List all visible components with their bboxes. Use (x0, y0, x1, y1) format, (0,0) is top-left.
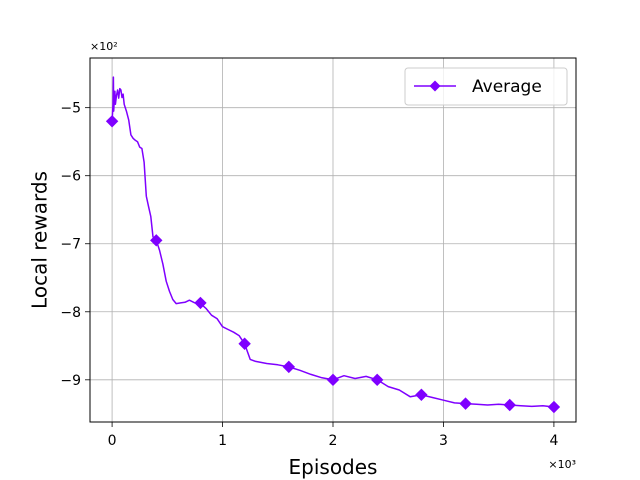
average-series-line (111, 76, 554, 408)
average-diamond-marker (547, 400, 561, 414)
y-tick-label: −7 (60, 237, 81, 253)
legend: Average (404, 67, 568, 106)
legend-diamond-icon (429, 80, 441, 92)
y-tick-label: −8 (60, 305, 81, 321)
legend-label: Average (472, 77, 542, 97)
average-diamond-marker (459, 397, 472, 410)
average-diamond-marker (503, 398, 516, 412)
average-diamond-marker (370, 373, 384, 387)
y-tick-label: −9 (60, 373, 81, 389)
x-axis-title: Episodes (289, 455, 378, 479)
average-diamond-marker (282, 360, 296, 374)
average-diamond-marker (326, 373, 340, 387)
y-tick-label: −5 (60, 101, 81, 117)
average-diamond-marker (194, 296, 207, 310)
average-diamond-marker (150, 234, 163, 247)
plot-area (105, 76, 561, 414)
x-tick-label: 1 (218, 433, 227, 449)
x-tick-label: 4 (549, 433, 558, 449)
x-tick-label: 3 (439, 433, 448, 449)
average-diamond-marker (238, 337, 251, 350)
x-offset-label: ×10³ (548, 458, 576, 471)
average-diamond-marker (105, 115, 119, 128)
x-tick-label: 2 (329, 433, 338, 449)
y-axis-title: Local rewards (28, 171, 52, 309)
y-tick-label: −6 (60, 169, 81, 185)
x-tick-label: 0 (108, 433, 117, 449)
average-diamond-marker (415, 388, 428, 401)
legend-box (404, 67, 568, 106)
axis-ticks: 0 1 2 3 4 −5 −6 −7 −8 −9 (60, 101, 558, 449)
y-offset-label: ×10² (90, 40, 118, 53)
